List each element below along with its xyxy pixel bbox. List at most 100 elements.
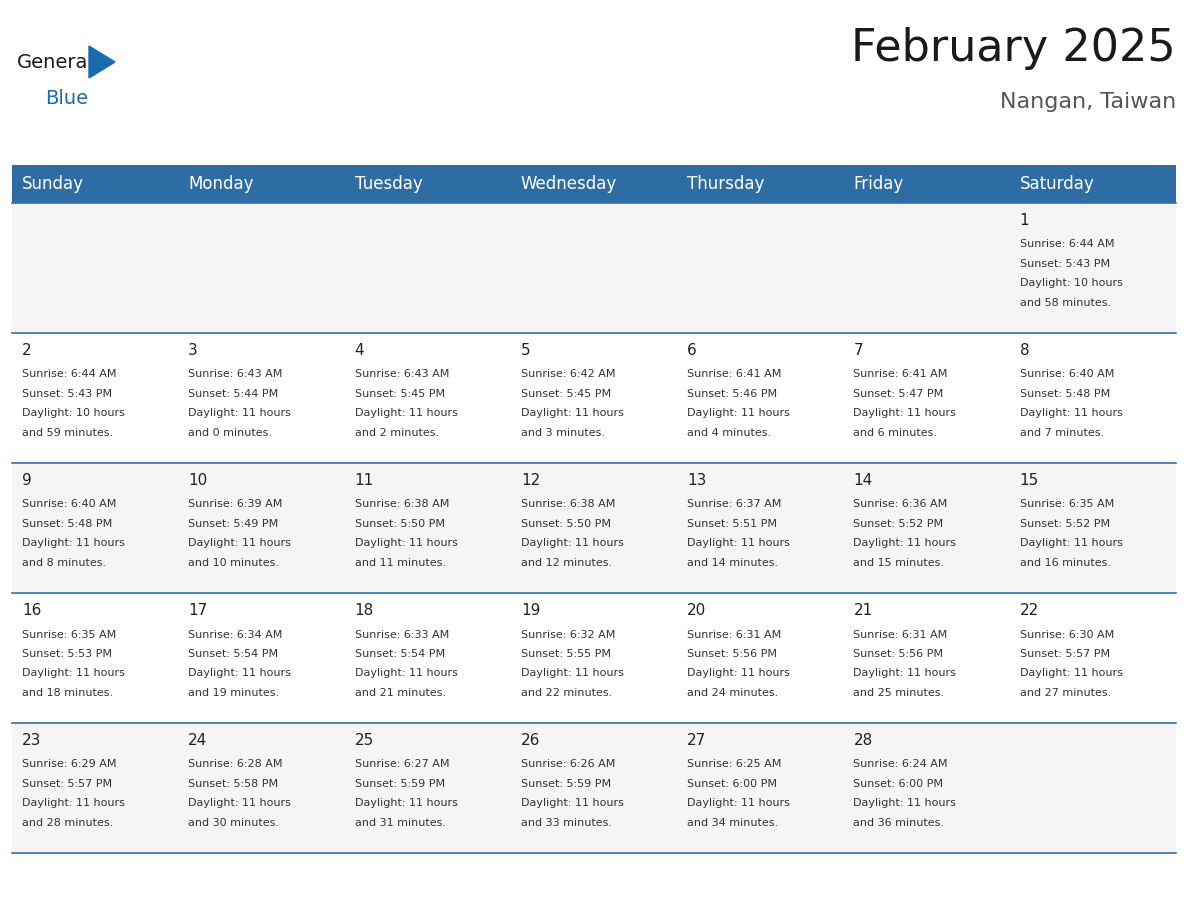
- Text: Daylight: 11 hours: Daylight: 11 hours: [188, 409, 291, 419]
- Text: 8: 8: [1019, 343, 1029, 358]
- Text: 21: 21: [853, 603, 873, 618]
- Text: 27: 27: [687, 733, 707, 748]
- Text: Sunrise: 6:39 AM: Sunrise: 6:39 AM: [188, 499, 283, 509]
- Text: Sunset: 5:59 PM: Sunset: 5:59 PM: [354, 779, 444, 789]
- FancyBboxPatch shape: [12, 723, 1176, 853]
- Text: Sunrise: 6:26 AM: Sunrise: 6:26 AM: [520, 759, 615, 769]
- Text: Sunrise: 6:33 AM: Sunrise: 6:33 AM: [354, 630, 449, 640]
- Text: 16: 16: [23, 603, 42, 618]
- Text: 14: 14: [853, 473, 873, 488]
- Text: Sunset: 5:52 PM: Sunset: 5:52 PM: [853, 519, 943, 529]
- Text: Sunset: 5:54 PM: Sunset: 5:54 PM: [354, 649, 444, 659]
- Text: Sunrise: 6:38 AM: Sunrise: 6:38 AM: [520, 499, 615, 509]
- Text: and 34 minutes.: and 34 minutes.: [687, 818, 778, 828]
- Text: 19: 19: [520, 603, 541, 618]
- Text: Sunset: 5:43 PM: Sunset: 5:43 PM: [1019, 259, 1110, 269]
- Text: 1: 1: [1019, 213, 1029, 228]
- Text: and 10 minutes.: and 10 minutes.: [188, 558, 279, 568]
- Text: and 25 minutes.: and 25 minutes.: [853, 688, 944, 698]
- Text: Thursday: Thursday: [687, 175, 765, 193]
- Text: and 31 minutes.: and 31 minutes.: [354, 818, 446, 828]
- Text: Sunrise: 6:44 AM: Sunrise: 6:44 AM: [1019, 240, 1114, 250]
- FancyBboxPatch shape: [12, 333, 1176, 463]
- Text: 22: 22: [1019, 603, 1040, 618]
- Text: 28: 28: [853, 733, 873, 748]
- Text: and 12 minutes.: and 12 minutes.: [520, 558, 612, 568]
- Text: Friday: Friday: [853, 175, 904, 193]
- Text: Daylight: 10 hours: Daylight: 10 hours: [1019, 278, 1123, 288]
- Text: Daylight: 11 hours: Daylight: 11 hours: [1019, 668, 1123, 678]
- Text: Sunset: 5:45 PM: Sunset: 5:45 PM: [354, 389, 444, 399]
- Text: and 22 minutes.: and 22 minutes.: [520, 688, 612, 698]
- Text: and 4 minutes.: and 4 minutes.: [687, 428, 771, 438]
- Text: Sunday: Sunday: [23, 175, 84, 193]
- Text: 9: 9: [23, 473, 32, 488]
- Text: Sunset: 5:51 PM: Sunset: 5:51 PM: [687, 519, 777, 529]
- Text: 6: 6: [687, 343, 697, 358]
- Text: Daylight: 11 hours: Daylight: 11 hours: [23, 539, 125, 548]
- Text: Daylight: 11 hours: Daylight: 11 hours: [853, 799, 956, 809]
- FancyBboxPatch shape: [843, 165, 1010, 203]
- Text: Daylight: 11 hours: Daylight: 11 hours: [853, 409, 956, 419]
- Text: and 59 minutes.: and 59 minutes.: [23, 428, 113, 438]
- Text: Sunset: 5:50 PM: Sunset: 5:50 PM: [520, 519, 611, 529]
- Text: Sunrise: 6:42 AM: Sunrise: 6:42 AM: [520, 370, 615, 379]
- Text: Sunset: 5:59 PM: Sunset: 5:59 PM: [520, 779, 611, 789]
- Text: and 3 minutes.: and 3 minutes.: [520, 428, 605, 438]
- Text: Daylight: 11 hours: Daylight: 11 hours: [188, 668, 291, 678]
- Text: Daylight: 10 hours: Daylight: 10 hours: [23, 409, 125, 419]
- Text: and 16 minutes.: and 16 minutes.: [1019, 558, 1111, 568]
- Text: Nangan, Taiwan: Nangan, Taiwan: [1000, 92, 1176, 112]
- Text: and 30 minutes.: and 30 minutes.: [188, 818, 279, 828]
- Text: 5: 5: [520, 343, 531, 358]
- Text: Sunset: 5:52 PM: Sunset: 5:52 PM: [1019, 519, 1110, 529]
- Text: Daylight: 11 hours: Daylight: 11 hours: [520, 539, 624, 548]
- Text: Sunrise: 6:37 AM: Sunrise: 6:37 AM: [687, 499, 782, 509]
- Polygon shape: [89, 46, 115, 78]
- Text: and 7 minutes.: and 7 minutes.: [1019, 428, 1104, 438]
- Text: Sunrise: 6:41 AM: Sunrise: 6:41 AM: [853, 370, 948, 379]
- Text: Daylight: 11 hours: Daylight: 11 hours: [853, 539, 956, 548]
- Text: 10: 10: [188, 473, 208, 488]
- Text: and 18 minutes.: and 18 minutes.: [23, 688, 113, 698]
- Text: 15: 15: [1019, 473, 1040, 488]
- Text: Sunrise: 6:43 AM: Sunrise: 6:43 AM: [188, 370, 283, 379]
- Text: and 28 minutes.: and 28 minutes.: [23, 818, 113, 828]
- Text: and 2 minutes.: and 2 minutes.: [354, 428, 438, 438]
- Text: and 8 minutes.: and 8 minutes.: [23, 558, 106, 568]
- Text: Sunset: 6:00 PM: Sunset: 6:00 PM: [687, 779, 777, 789]
- Text: General: General: [17, 52, 94, 72]
- Text: 25: 25: [354, 733, 374, 748]
- Text: Sunrise: 6:44 AM: Sunrise: 6:44 AM: [23, 370, 116, 379]
- Text: Tuesday: Tuesday: [354, 175, 422, 193]
- Text: Sunset: 5:57 PM: Sunset: 5:57 PM: [23, 779, 112, 789]
- Text: Sunrise: 6:28 AM: Sunrise: 6:28 AM: [188, 759, 283, 769]
- Text: Monday: Monday: [188, 175, 254, 193]
- Text: Sunset: 5:43 PM: Sunset: 5:43 PM: [23, 389, 112, 399]
- Text: Sunset: 5:47 PM: Sunset: 5:47 PM: [853, 389, 943, 399]
- Text: and 6 minutes.: and 6 minutes.: [853, 428, 937, 438]
- Text: and 27 minutes.: and 27 minutes.: [1019, 688, 1111, 698]
- Text: Daylight: 11 hours: Daylight: 11 hours: [188, 539, 291, 548]
- Text: and 24 minutes.: and 24 minutes.: [687, 688, 778, 698]
- Text: 20: 20: [687, 603, 707, 618]
- Text: Sunrise: 6:24 AM: Sunrise: 6:24 AM: [853, 759, 948, 769]
- Text: Sunset: 5:48 PM: Sunset: 5:48 PM: [23, 519, 112, 529]
- Text: and 11 minutes.: and 11 minutes.: [354, 558, 446, 568]
- Text: and 19 minutes.: and 19 minutes.: [188, 688, 279, 698]
- Text: Sunrise: 6:27 AM: Sunrise: 6:27 AM: [354, 759, 449, 769]
- Text: and 33 minutes.: and 33 minutes.: [520, 818, 612, 828]
- Text: Sunrise: 6:40 AM: Sunrise: 6:40 AM: [1019, 370, 1114, 379]
- Text: Sunrise: 6:34 AM: Sunrise: 6:34 AM: [188, 630, 283, 640]
- Text: Sunset: 5:49 PM: Sunset: 5:49 PM: [188, 519, 278, 529]
- Text: Sunset: 5:53 PM: Sunset: 5:53 PM: [23, 649, 112, 659]
- Text: Daylight: 11 hours: Daylight: 11 hours: [354, 799, 457, 809]
- Text: Daylight: 11 hours: Daylight: 11 hours: [687, 539, 790, 548]
- Text: Sunrise: 6:31 AM: Sunrise: 6:31 AM: [687, 630, 782, 640]
- FancyBboxPatch shape: [12, 463, 1176, 593]
- Text: Sunrise: 6:43 AM: Sunrise: 6:43 AM: [354, 370, 449, 379]
- FancyBboxPatch shape: [677, 165, 843, 203]
- Text: Sunrise: 6:29 AM: Sunrise: 6:29 AM: [23, 759, 116, 769]
- Text: Sunset: 5:56 PM: Sunset: 5:56 PM: [853, 649, 943, 659]
- FancyBboxPatch shape: [345, 165, 511, 203]
